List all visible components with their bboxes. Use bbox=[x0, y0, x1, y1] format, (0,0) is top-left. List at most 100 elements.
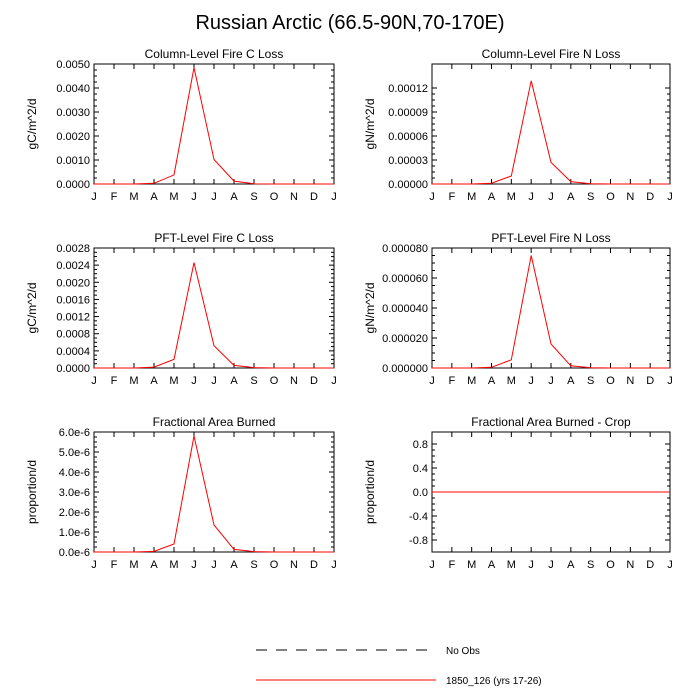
y-axis-label: gC/m^2/d bbox=[25, 283, 39, 334]
x-tick-label: O bbox=[606, 375, 615, 387]
y-tick-label: 0.00003 bbox=[388, 155, 428, 167]
y-tick-label: 0.000040 bbox=[382, 303, 428, 315]
y-tick-label: 0.0028 bbox=[56, 243, 90, 255]
y-tick-label: 0.00009 bbox=[388, 107, 428, 119]
x-tick-label: A bbox=[150, 559, 158, 571]
series-line bbox=[94, 67, 334, 185]
y-tick-label: 0.8 bbox=[413, 439, 428, 451]
x-tick-label: N bbox=[626, 375, 634, 387]
y-tick-label: 6.0e-6 bbox=[59, 427, 90, 439]
x-tick-label: J bbox=[528, 375, 534, 387]
x-tick-label: O bbox=[606, 191, 615, 203]
x-tick-label: D bbox=[310, 191, 318, 203]
x-tick-label: F bbox=[111, 191, 118, 203]
plot-frame bbox=[93, 63, 335, 185]
x-tick-label: J bbox=[191, 559, 197, 571]
legend: No Obs 1850_126 (yrs 17-26) bbox=[256, 646, 542, 687]
x-tick-label: J bbox=[331, 559, 337, 571]
chart-panel-6: Fractional Area Burned - Crop proportion/… bbox=[363, 415, 673, 571]
y-tick-label: 0.0020 bbox=[56, 131, 90, 143]
figure-title: Russian Arctic (66.5-90N,70-170E) bbox=[195, 12, 505, 34]
x-tick-label: J bbox=[528, 559, 534, 571]
panel-title: PFT-Level Fire N Loss bbox=[491, 231, 610, 245]
x-tick-label: J bbox=[429, 191, 435, 203]
y-tick-label: 0.0012 bbox=[56, 312, 90, 324]
y-tick-label: 0.000000 bbox=[382, 363, 428, 375]
y-axis-label: gN/m^2/d bbox=[363, 283, 377, 334]
y-axis-label: proportion/d bbox=[25, 460, 39, 524]
y-tick-label: 0.0030 bbox=[56, 107, 90, 119]
plot-frame bbox=[431, 63, 671, 185]
x-tick-label: D bbox=[646, 559, 654, 571]
y-tick-label: 0.00000 bbox=[388, 179, 428, 191]
y-tick-label: 3.0e-6 bbox=[59, 487, 90, 499]
x-tick-label: O bbox=[270, 191, 279, 203]
y-axis-label: gN/m^2/d bbox=[363, 99, 377, 150]
series-line bbox=[432, 80, 670, 185]
legend-label-2: 1850_126 (yrs 17-26) bbox=[446, 676, 542, 687]
x-tick-label: F bbox=[448, 191, 455, 203]
y-tick-label: 0.0004 bbox=[56, 346, 90, 358]
panel-title: PFT-Level Fire C Loss bbox=[154, 231, 273, 245]
x-tick-label: J bbox=[191, 375, 197, 387]
chart-panel-3: PFT-Level Fire C Loss gC/m^2/d 0.0000 0.000… bbox=[25, 231, 337, 387]
x-tick-label: M bbox=[129, 559, 138, 571]
legend-label-1: No Obs bbox=[446, 646, 480, 657]
y-tick-label: 0.0008 bbox=[56, 329, 90, 341]
x-tick-label: J bbox=[191, 191, 197, 203]
panel-title: Column-Level Fire N Loss bbox=[482, 47, 621, 61]
x-tick-label: N bbox=[290, 375, 298, 387]
panel-title: Fractional Area Burned bbox=[153, 415, 276, 429]
x-tick-label: S bbox=[250, 559, 257, 571]
x-tick-label: M bbox=[467, 191, 476, 203]
y-tick-label: 0.0040 bbox=[56, 83, 90, 95]
y-tick-label: 1.0e-6 bbox=[59, 527, 90, 539]
x-tick-label: J bbox=[211, 375, 217, 387]
x-tick-label: A bbox=[488, 191, 496, 203]
x-tick-label: M bbox=[467, 375, 476, 387]
panel-title: Column-Level Fire C Loss bbox=[145, 47, 284, 61]
x-tick-label: A bbox=[567, 191, 575, 203]
x-tick-label: J bbox=[211, 559, 217, 571]
panel-title: Fractional Area Burned - Crop bbox=[471, 415, 631, 429]
plot-frame bbox=[93, 431, 335, 553]
y-tick-label: 0.0050 bbox=[56, 59, 90, 71]
chart-panel-2: Column-Level Fire N Loss gN/m^2/d 0.00000 0… bbox=[363, 47, 673, 203]
x-tick-label: D bbox=[646, 191, 654, 203]
y-tick-label: 0.0000 bbox=[56, 363, 90, 375]
y-tick-label: 0.0020 bbox=[56, 277, 90, 289]
y-tick-label: 0.0e-6 bbox=[59, 547, 90, 559]
y-tick-label: 0.0016 bbox=[56, 294, 90, 306]
x-tick-label: S bbox=[587, 191, 594, 203]
y-tick-label: -0.4 bbox=[409, 511, 428, 523]
x-tick-label: S bbox=[250, 191, 257, 203]
x-tick-label: J bbox=[667, 559, 673, 571]
x-tick-label: N bbox=[290, 191, 298, 203]
y-tick-label: 0.00006 bbox=[388, 131, 428, 143]
x-tick-label: J bbox=[331, 191, 337, 203]
x-tick-label: D bbox=[310, 559, 318, 571]
y-tick-label: 0.4 bbox=[413, 463, 428, 475]
chart-panel-1: Column-Level Fire C Loss gC/m^2/d 0.0000 0.… bbox=[25, 47, 337, 203]
x-tick-label: D bbox=[646, 375, 654, 387]
x-tick-label: A bbox=[230, 375, 238, 387]
x-tick-label: J bbox=[667, 191, 673, 203]
x-tick-label: J bbox=[548, 191, 554, 203]
x-tick-label: J bbox=[429, 375, 435, 387]
x-tick-label: A bbox=[150, 191, 158, 203]
x-tick-label: S bbox=[587, 559, 594, 571]
x-tick-label: S bbox=[587, 375, 594, 387]
x-tick-label: J bbox=[667, 375, 673, 387]
x-tick-label: O bbox=[606, 559, 615, 571]
x-tick-label: A bbox=[150, 375, 158, 387]
x-tick-label: M bbox=[129, 191, 138, 203]
y-axis-label: gC/m^2/d bbox=[25, 99, 39, 150]
x-tick-label: A bbox=[488, 559, 496, 571]
y-tick-label: 0.000060 bbox=[382, 273, 428, 285]
y-tick-label: 0.0024 bbox=[56, 260, 90, 272]
x-tick-label: N bbox=[290, 559, 298, 571]
x-tick-label: S bbox=[250, 375, 257, 387]
x-tick-label: J bbox=[91, 375, 97, 387]
x-tick-label: D bbox=[310, 375, 318, 387]
